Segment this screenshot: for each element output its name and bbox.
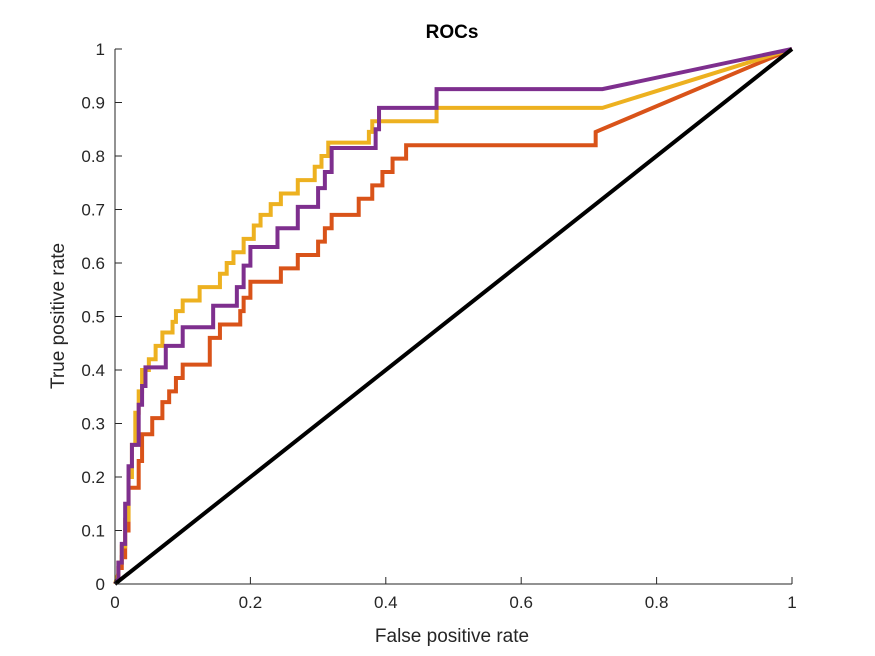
series-line-3 (113, 47, 793, 586)
x-axis-label: False positive rate (375, 626, 529, 647)
series-layer (113, 47, 794, 586)
y-tick-label: 1 (96, 40, 105, 59)
x-tick-label: 1 (787, 593, 796, 612)
x-tick-label: 0.4 (374, 593, 398, 612)
y-tick-label: 0.7 (81, 201, 105, 220)
axes-layer: 0 0.2 0.4 0.6 0.8 1 0 0.1 0.2 0.3 0.4 0.5 0.6 0.7 0.8 0… (81, 40, 796, 612)
chart-title: ROCs (426, 22, 479, 43)
y-tick-label: 0.9 (81, 94, 105, 113)
y-tick-label: 0.1 (81, 522, 105, 541)
y-tick-label: 0 (96, 575, 105, 594)
y-tick-label: 0.8 (81, 147, 105, 166)
x-tick-label: 0.8 (645, 593, 669, 612)
y-tick-label: 0.5 (81, 308, 105, 327)
x-tick-label: 0.6 (509, 593, 533, 612)
y-tick-label: 0.2 (81, 468, 105, 487)
y-tick-label: 0.3 (81, 415, 105, 434)
x-tick-label: 0 (110, 593, 119, 612)
series-line-1 (113, 47, 793, 586)
series-line-4 (113, 47, 794, 586)
y-tick-label: 0.6 (81, 254, 105, 273)
y-tick-label: 0.4 (81, 361, 105, 380)
x-tick-label: 0.2 (239, 593, 263, 612)
y-axis-label: True positive rate (48, 243, 69, 389)
